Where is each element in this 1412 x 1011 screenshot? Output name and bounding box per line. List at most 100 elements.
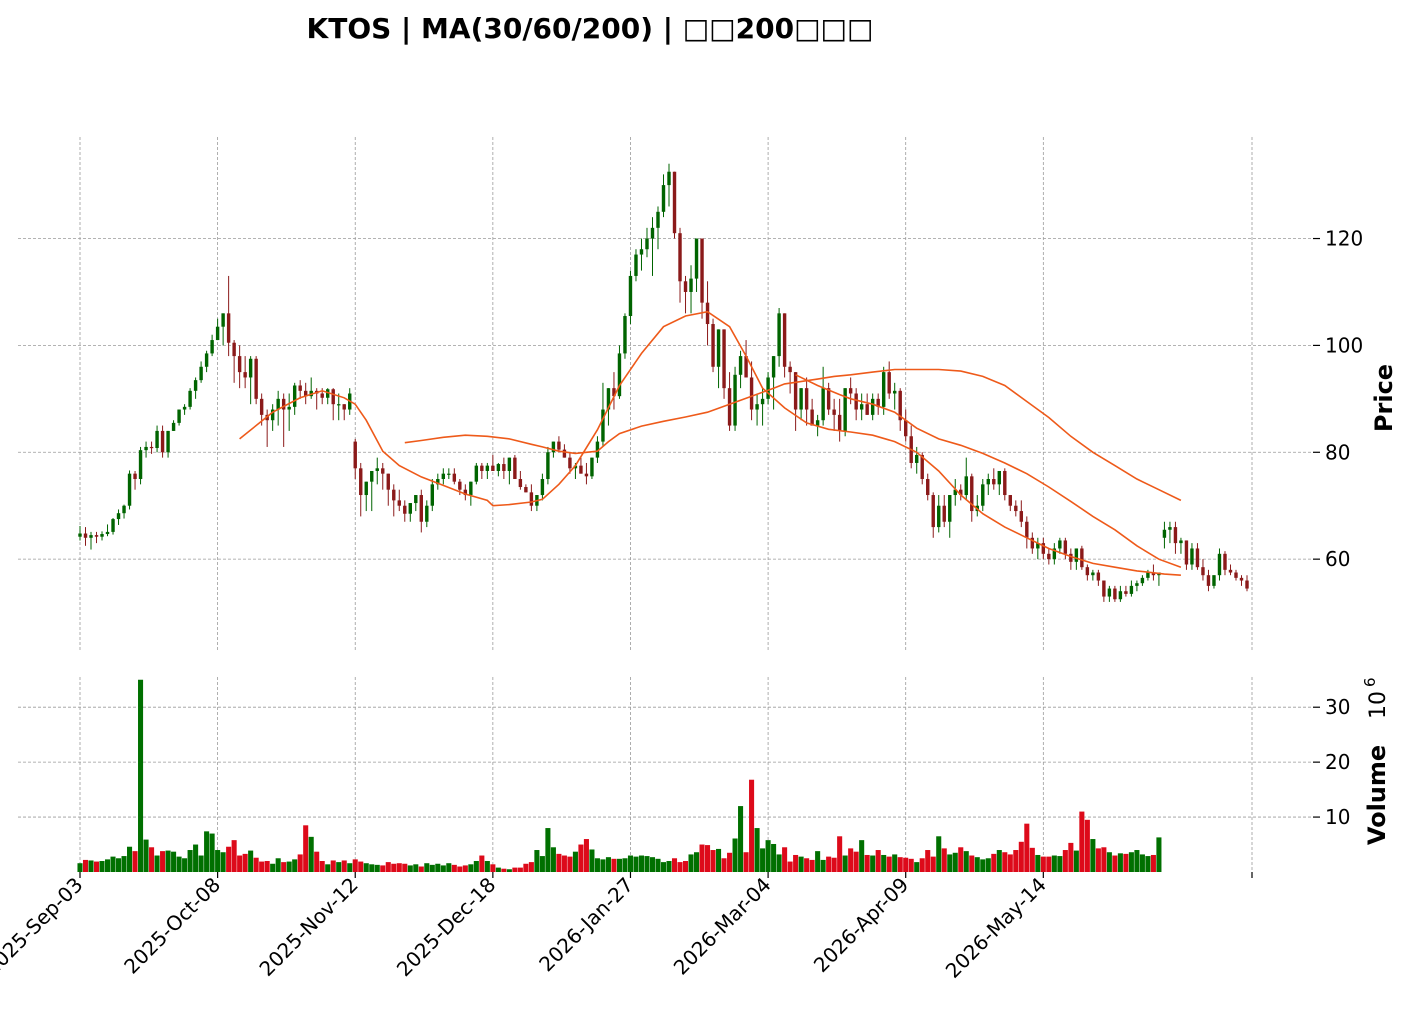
candle-body — [788, 366, 792, 373]
candle-body — [425, 505, 429, 522]
volume-bar — [182, 858, 188, 872]
volume-bar — [347, 863, 353, 872]
candle-body — [623, 316, 627, 354]
candlestick — [821, 366, 825, 426]
volume-bar — [231, 840, 237, 872]
candle-body — [661, 185, 666, 212]
candlestick — [948, 495, 952, 538]
candlestick — [1184, 540, 1189, 570]
candlestick — [926, 473, 930, 501]
volume-bar — [688, 854, 694, 872]
candle-body — [430, 484, 435, 506]
volume-bar — [215, 850, 221, 872]
candlestick — [1217, 548, 1222, 581]
volume-bar — [870, 855, 876, 872]
volume-bar — [270, 863, 276, 872]
candle-body — [1058, 540, 1062, 549]
candlestick — [254, 356, 258, 405]
volume-bar — [479, 855, 485, 872]
candlestick — [397, 489, 401, 512]
volume-bar — [259, 861, 265, 872]
volume-bar — [1051, 855, 1057, 872]
volume-bar — [677, 862, 683, 872]
candle-body — [370, 470, 374, 482]
volume-bar — [374, 864, 380, 872]
candlestick — [870, 393, 875, 421]
candle-body — [364, 481, 368, 496]
candlestick — [326, 388, 330, 405]
candle-body — [1025, 521, 1029, 538]
volume-bar — [446, 863, 452, 872]
volume-bar — [138, 679, 144, 872]
price-axis-label: Price — [1370, 364, 1398, 432]
volume-tick-label: 20 — [1325, 750, 1350, 774]
candle-body — [210, 340, 214, 354]
candle-body — [705, 302, 710, 325]
candlestick — [1190, 543, 1194, 570]
volume-bar — [435, 863, 441, 872]
volume-bar — [787, 861, 793, 872]
candlestick — [689, 265, 693, 314]
candlestick — [1124, 585, 1128, 597]
volume-scale-exponent: 6 — [1361, 677, 1379, 687]
candlestick — [276, 390, 280, 426]
volume-bar — [1101, 847, 1107, 872]
volume-bar — [600, 859, 606, 872]
candle-body — [436, 479, 440, 485]
volume-bar — [1062, 850, 1068, 872]
candlestick — [733, 366, 737, 431]
candle-body — [243, 372, 247, 378]
volume-bar — [798, 856, 804, 872]
candlestick — [656, 206, 660, 250]
candlestick — [705, 281, 710, 346]
volume-bar — [655, 858, 661, 872]
volume-bar — [110, 856, 116, 872]
candlestick — [1107, 585, 1112, 602]
candle-body — [326, 389, 330, 398]
candlestick — [381, 462, 385, 490]
candle-body — [1085, 567, 1090, 576]
volume-bar — [363, 863, 369, 872]
candlestick — [215, 318, 220, 341]
candlestick — [760, 388, 765, 426]
volume-bar — [583, 839, 589, 872]
candle-body — [771, 356, 776, 378]
candle-body — [359, 468, 363, 496]
volume-bar — [782, 847, 788, 872]
candlestick — [133, 470, 137, 490]
x-tick-label: 2025-Dec-18 — [392, 873, 501, 982]
candle-body — [937, 505, 941, 528]
candle-body — [89, 535, 93, 538]
volume-bar — [754, 828, 760, 872]
candlestick — [738, 350, 743, 389]
candle-body — [414, 495, 418, 504]
candle-body — [821, 388, 825, 421]
volume-bar — [925, 850, 931, 872]
volume-bar — [424, 863, 430, 872]
candlestick — [166, 430, 170, 458]
candle-body — [392, 489, 396, 501]
volume-bar — [996, 850, 1002, 872]
candle-body — [259, 398, 264, 415]
volume-bar — [418, 866, 424, 872]
candle-body — [1069, 553, 1073, 562]
volume-bar — [132, 851, 138, 872]
candle-body — [403, 505, 407, 514]
volume-bar — [886, 856, 892, 872]
volume-bar — [204, 831, 210, 872]
candlestick — [612, 372, 616, 410]
candle-body — [826, 388, 831, 410]
volume-bar — [242, 853, 248, 872]
candlestick — [436, 473, 440, 490]
volume-bar — [699, 844, 705, 872]
candle-body — [502, 464, 506, 471]
volume-bar — [853, 851, 859, 872]
candle-body — [1201, 567, 1205, 576]
candle-body — [447, 473, 451, 475]
candlestick — [799, 388, 803, 421]
candlestick — [392, 484, 396, 517]
candlestick — [887, 361, 891, 399]
candlestick — [568, 452, 572, 474]
candle-body — [1008, 495, 1013, 506]
volume-bar — [627, 855, 634, 872]
